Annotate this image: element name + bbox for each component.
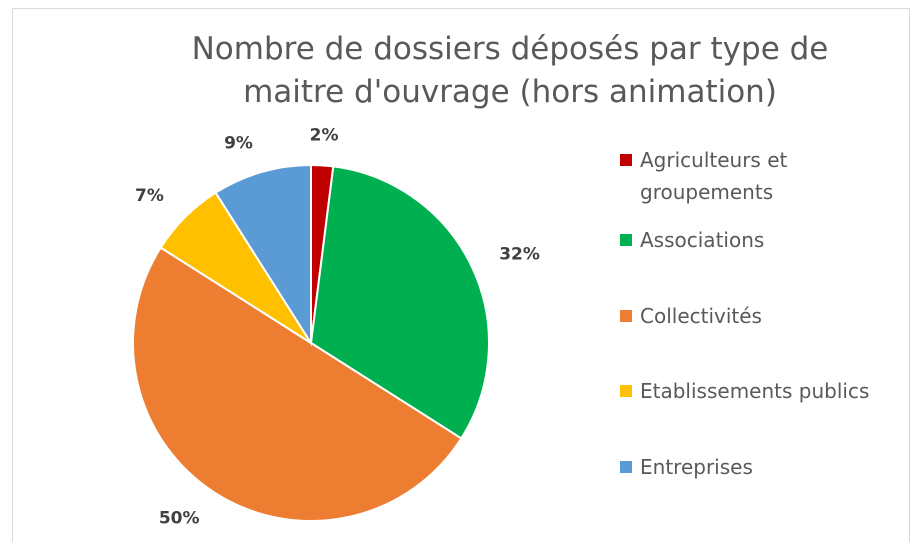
data-label: 50% [159, 509, 200, 529]
pie-slice [214, 163, 312, 347]
data-label: 32% [499, 244, 540, 264]
legend-swatch [620, 461, 632, 473]
legend-item: Etablissements publics [620, 375, 910, 407]
legend-label: Agriculteurs et groupements [640, 148, 788, 204]
legend-swatch [620, 154, 632, 166]
chart-frame [12, 8, 910, 542]
chart-title: Nombre de dossiers déposés par type de m… [191, 31, 829, 110]
legend-label: Etablissements publics [640, 379, 870, 403]
legend-label: Collectivités [640, 304, 762, 328]
legend-swatch [620, 310, 632, 322]
legend-label: Entreprises [640, 455, 753, 479]
data-label: 9% [224, 133, 253, 153]
legend-item: Collectivités [620, 300, 910, 332]
pie-slice [132, 246, 463, 522]
legend-swatch [620, 234, 632, 246]
legend-label: Associations [640, 228, 765, 252]
legend-item: Entreprises [620, 451, 910, 483]
legend-item: Associations [620, 224, 910, 256]
legend-item: Agriculteurs et groupements [620, 144, 820, 208]
legend-swatch [620, 385, 632, 397]
data-label: 2% [310, 125, 339, 145]
data-label: 7% [135, 186, 164, 206]
